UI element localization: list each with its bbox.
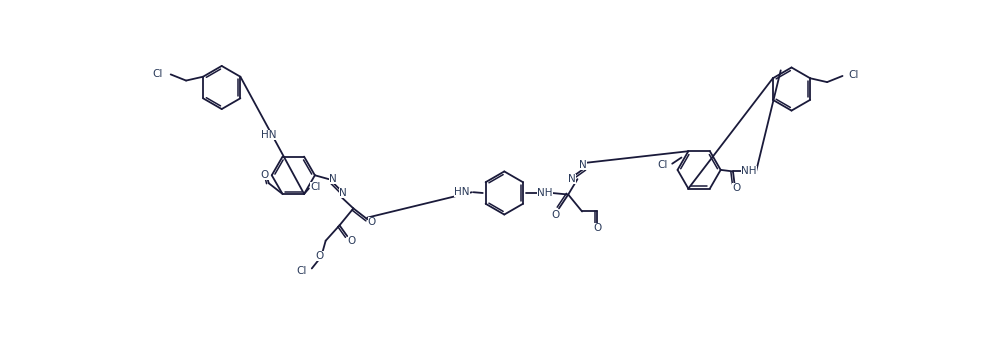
Text: NH: NH xyxy=(537,188,553,198)
Text: Cl: Cl xyxy=(657,160,668,170)
Text: O: O xyxy=(347,236,356,246)
Text: O: O xyxy=(552,210,560,220)
Text: N: N xyxy=(330,174,338,184)
Text: O: O xyxy=(368,217,376,227)
Text: N: N xyxy=(579,160,586,170)
Text: O: O xyxy=(593,223,601,233)
Text: O: O xyxy=(316,251,324,261)
Text: Cl: Cl xyxy=(153,69,163,79)
Text: N: N xyxy=(338,188,346,198)
Text: Cl: Cl xyxy=(296,266,307,276)
Text: NH: NH xyxy=(741,166,757,176)
Text: O: O xyxy=(261,171,269,181)
Text: HN: HN xyxy=(455,187,469,197)
Text: Cl: Cl xyxy=(848,70,858,80)
Text: HN: HN xyxy=(261,130,277,140)
Text: N: N xyxy=(568,174,576,184)
Text: Cl: Cl xyxy=(310,182,320,192)
Text: O: O xyxy=(732,183,740,193)
